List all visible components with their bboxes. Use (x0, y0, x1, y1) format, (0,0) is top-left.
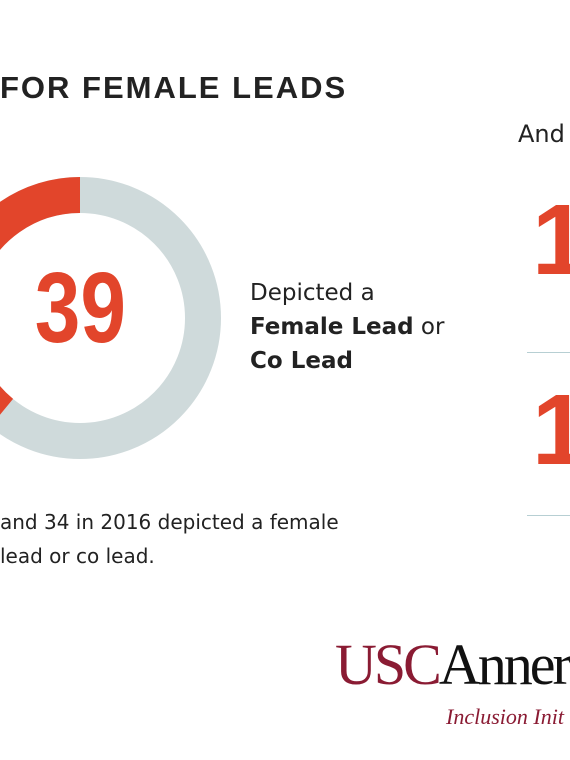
description-line-1: Depicted a (250, 280, 375, 306)
donut-value-arc (0, 177, 81, 415)
right-panel-number-2: 1 (532, 374, 570, 486)
usc-annenberg-logo: USCAnner (335, 636, 570, 694)
page-title: FOR FEMALE LEADS (0, 70, 348, 105)
description-bold-co-lead: Co Lead (250, 348, 353, 374)
donut-chart (0, 177, 221, 459)
description-or: or (413, 314, 445, 340)
right-panel-label: And (518, 120, 565, 148)
description-bold-female-lead: Female Lead (250, 314, 414, 340)
right-panel-divider-2 (527, 515, 570, 516)
logo-usc-text: USC (335, 632, 442, 697)
footnote: and 34 in 2016 depicted a female lead or… (0, 505, 339, 573)
description-line-2: Female Lead or (250, 310, 444, 344)
footnote-line-2: lead or co lead. (0, 544, 155, 568)
description-line-3: Co Lead (250, 344, 444, 378)
right-panel-number-1: 1 (532, 184, 570, 296)
logo-annenberg-text: Anner (438, 632, 570, 697)
donut-value-label: 39 (34, 252, 126, 364)
donut-description: Depicted a Female Lead or Co Lead (250, 276, 444, 378)
right-panel-divider-1 (527, 352, 570, 353)
footnote-line-1: and 34 in 2016 depicted a female (0, 510, 339, 534)
logo-subtitle: Inclusion Init (446, 704, 564, 729)
